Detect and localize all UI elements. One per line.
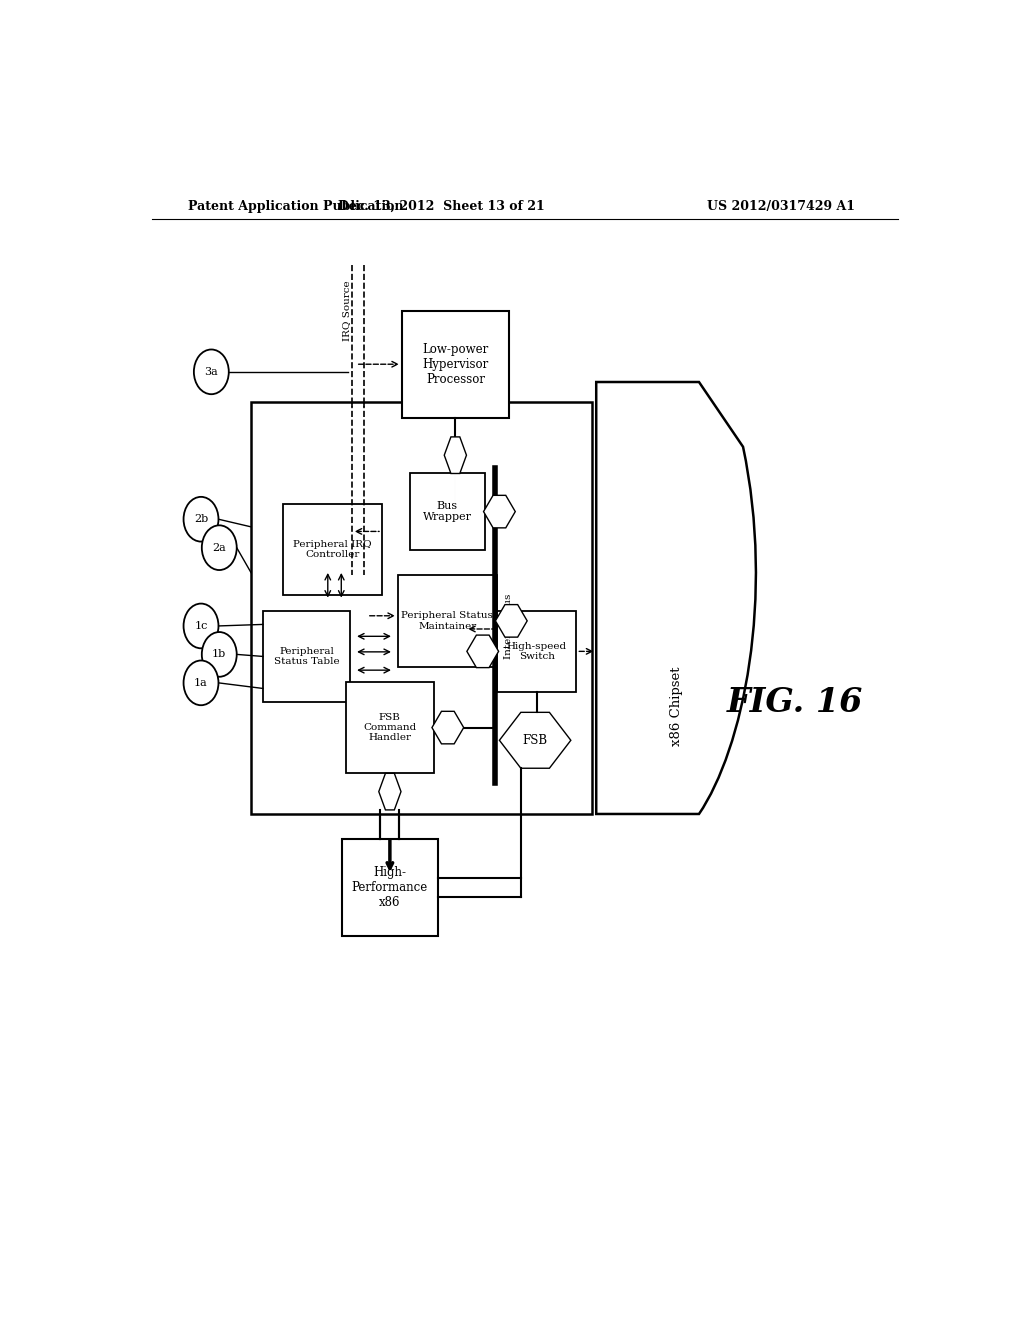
Circle shape: [183, 660, 218, 705]
Circle shape: [183, 603, 218, 648]
Polygon shape: [444, 437, 467, 474]
Text: High-speed
Switch: High-speed Switch: [507, 642, 566, 661]
Text: Low-power
Hypervisor
Processor: Low-power Hypervisor Processor: [422, 343, 488, 385]
Text: Peripheral Status
Maintainer: Peripheral Status Maintainer: [401, 611, 494, 631]
Text: 1c: 1c: [195, 620, 208, 631]
Circle shape: [202, 632, 237, 677]
Text: 2a: 2a: [212, 543, 226, 553]
Circle shape: [202, 525, 237, 570]
Text: IRQ Source: IRQ Source: [342, 280, 351, 341]
Circle shape: [194, 350, 228, 395]
Text: FSB: FSB: [522, 734, 548, 747]
Text: 3a: 3a: [205, 367, 218, 376]
Polygon shape: [379, 774, 401, 810]
Text: FSB
Command
Handler: FSB Command Handler: [364, 713, 417, 742]
Bar: [263, 611, 350, 702]
Bar: [401, 312, 509, 417]
Text: FIG. 16: FIG. 16: [727, 685, 863, 718]
Text: Peripheral IRQ
Controller: Peripheral IRQ Controller: [293, 540, 372, 560]
Text: 1a: 1a: [195, 678, 208, 688]
Bar: [410, 474, 485, 549]
Circle shape: [183, 496, 218, 541]
Polygon shape: [483, 495, 515, 528]
Bar: [497, 611, 577, 692]
Text: Bus
Wrapper: Bus Wrapper: [423, 500, 472, 523]
Text: 1b: 1b: [212, 649, 226, 660]
Text: US 2012/0317429 A1: US 2012/0317429 A1: [708, 201, 855, 213]
Polygon shape: [500, 713, 570, 768]
Text: Peripheral
Status Table: Peripheral Status Table: [273, 647, 339, 667]
PathPatch shape: [596, 381, 756, 814]
Bar: [342, 840, 437, 936]
Bar: [251, 403, 592, 814]
Text: High-
Performance
x86: High- Performance x86: [352, 866, 428, 909]
Polygon shape: [432, 711, 464, 744]
Bar: [283, 504, 382, 595]
Text: 2b: 2b: [194, 515, 208, 524]
Bar: [346, 682, 433, 774]
Text: Dec. 13, 2012  Sheet 13 of 21: Dec. 13, 2012 Sheet 13 of 21: [338, 201, 545, 213]
Text: x86 Chipset: x86 Chipset: [671, 667, 683, 746]
Bar: [397, 576, 497, 667]
Text: Patent Application Publication: Patent Application Publication: [187, 201, 403, 213]
Polygon shape: [467, 635, 499, 668]
Text: Internal Bus: Internal Bus: [505, 593, 513, 659]
Polygon shape: [496, 605, 527, 638]
